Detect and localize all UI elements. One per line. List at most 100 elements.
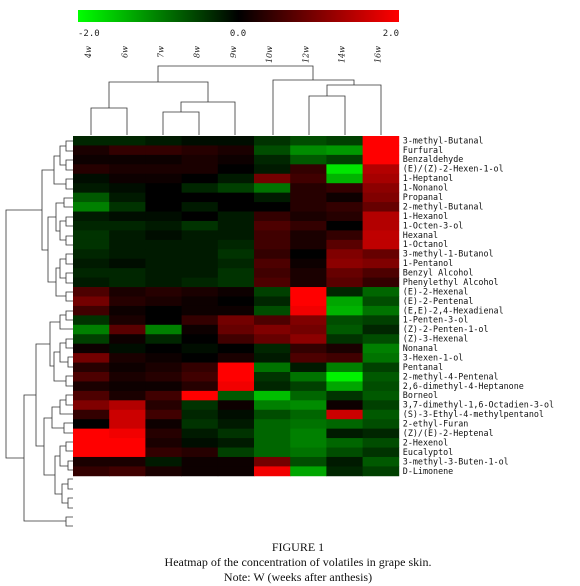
heatmap-cell [290,249,327,260]
heatmap-cell [73,400,110,411]
heatmap-cell [326,145,363,156]
figure-number: FIGURE 1 [272,540,324,554]
heatmap-cell [73,343,110,354]
row-label: 3-methyl-Butanal [403,135,484,145]
heatmap-cell [362,466,400,477]
heatmap-cell [290,220,327,231]
heatmap-cell [109,456,146,467]
heatmap-cell [362,202,400,212]
heatmap-cell [290,173,327,184]
heatmap-cell [362,409,400,420]
heatmap-cell [254,372,291,382]
heatmap-cell [181,447,219,458]
heatmap-cell [109,164,146,175]
heatmap-cell [254,419,291,430]
heatmap-cell [181,305,219,316]
heatmap-cell [362,343,400,354]
column-label: 16w [374,46,383,63]
heatmap-cell [254,239,291,250]
heatmap-cell [217,466,255,477]
heatmap-cell [145,343,182,354]
heatmap-cell [254,258,291,269]
heatmap-cell [181,268,219,278]
heatmap-cell [217,202,255,212]
heatmap-cell [109,334,146,345]
heatmap-cell [326,202,363,212]
heatmap-cell [181,419,219,430]
row-label: (Z)/(E)-2-Heptenal [403,428,494,438]
heatmap-cell [362,277,400,288]
heatmap-cell [254,136,291,146]
heatmap-cell [145,466,182,477]
heatmap-cell [109,268,146,278]
heatmap-cell [73,315,110,326]
heatmap-cell [145,145,182,156]
row-label: 2-methyl-4-Pentenal [403,371,499,381]
heatmap-cell [109,154,146,165]
heatmap-cell [181,239,219,250]
heatmap-cell [145,183,182,194]
column-label: 9w [229,46,238,58]
heatmap-cell [362,419,400,430]
heatmap-cell [290,305,327,316]
heatmap-cell [181,173,219,184]
row-label: 1-Nonanol [403,183,448,193]
heatmap-cell [290,192,327,203]
heatmap-cell [362,287,400,297]
heatmap-cell [145,447,182,458]
heatmap-cell [254,324,291,335]
heatmap-cell [362,183,400,194]
heatmap-cell [290,466,327,477]
heatmap-cell [290,438,327,448]
heatmap-cell [145,428,182,439]
heatmap-cell [181,343,219,354]
heatmap-cell [290,400,327,411]
heatmap-cell [145,220,182,231]
heatmap-cell [362,220,400,231]
row-label: 3,7-dimethyl-1,6-Octadien-3-ol [403,400,554,410]
heatmap-cell [217,438,255,448]
heatmap-cell [217,220,255,231]
heatmap-cell [326,456,363,467]
column-label: 12w [301,46,310,63]
heatmap-cell [362,258,400,269]
heatmap-cell [73,239,110,250]
heatmap-cell [362,447,400,458]
heatmap-cell [217,154,255,165]
column-label: 14w [338,46,347,63]
heatmap-cell [145,249,182,260]
heatmap-cell [109,258,146,269]
heatmap-cell [217,456,255,467]
row-label: 2-methyl-Butanal [403,201,484,211]
heatmap-cell [326,353,363,363]
heatmap-cell [181,296,219,307]
heatmap-cell [217,390,255,401]
heatmap-cell [73,220,110,231]
heatmap-cell [290,447,327,458]
heatmap-cell [254,334,291,345]
heatmap-cell [254,154,291,165]
heatmap-cell [217,268,255,278]
heatmap-cell [290,372,327,382]
heatmap-cell [326,249,363,260]
heatmap-cell [145,438,182,448]
heatmap-cell [326,315,363,326]
row-label: Borneol [403,390,438,400]
heatmap-cell [145,230,182,241]
heatmap-cell [109,192,146,203]
heatmap-cell [290,353,327,363]
heatmap-cell [362,230,400,241]
heatmap-cell [290,456,327,467]
heatmap-cell [217,277,255,288]
row-label: 3-Hexen-1-ol [403,352,464,362]
heatmap-cell [362,173,400,184]
heatmap-cell [326,334,363,345]
heatmap-cell [73,334,110,345]
heatmap-cell [254,220,291,231]
heatmap-cell [254,296,291,307]
heatmap-cell [362,164,400,175]
heatmap-cell [254,277,291,288]
heatmap-cell [326,400,363,411]
heatmap-cell [362,296,400,307]
